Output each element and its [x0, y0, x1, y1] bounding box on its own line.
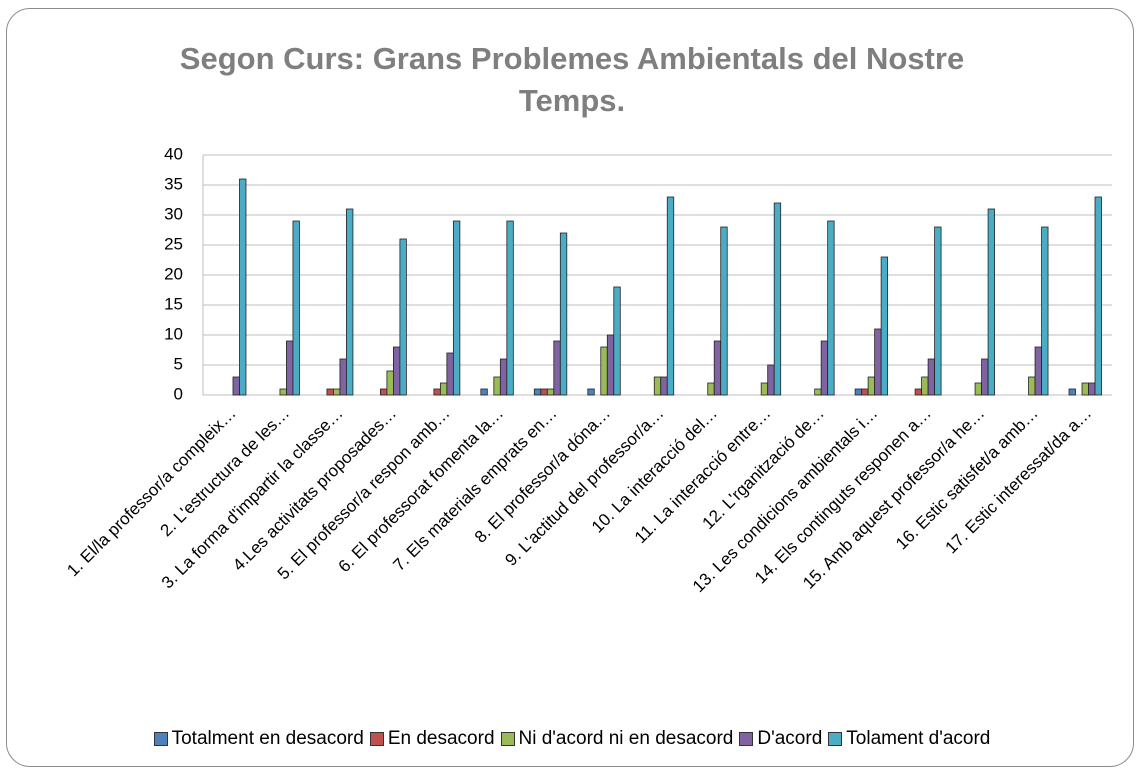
bar — [867, 376, 876, 396]
bar — [399, 238, 407, 396]
bar — [934, 226, 942, 396]
bar — [653, 376, 662, 396]
bar — [613, 286, 621, 396]
bar — [921, 376, 929, 396]
y-tick-label: 25 — [164, 234, 183, 253]
bar — [1088, 382, 1096, 396]
bar — [1068, 388, 1076, 396]
bar — [232, 376, 240, 396]
y-tick-label: 0 — [174, 384, 183, 403]
bar — [326, 388, 334, 396]
bar — [981, 358, 989, 396]
bar — [861, 388, 869, 396]
chart-frame — [6, 8, 1134, 767]
bar — [854, 388, 863, 396]
legend-item: Tolament d'acord — [828, 728, 990, 750]
y-tick-label: 40 — [164, 144, 183, 163]
legend-label: Ni d'acord ni en desacord — [518, 728, 734, 749]
bar — [914, 388, 923, 396]
y-tick-label: 35 — [164, 174, 183, 193]
bar — [707, 382, 715, 396]
bar — [540, 388, 548, 396]
bar — [439, 382, 448, 396]
legend-label: Tolament d'acord — [846, 728, 991, 749]
bar — [767, 364, 775, 396]
bar — [379, 388, 388, 396]
y-tick-label: 30 — [164, 204, 183, 223]
bar — [1094, 196, 1102, 396]
legend-item: En desacord — [369, 728, 495, 750]
legend-swatch — [739, 732, 754, 746]
bar — [446, 352, 454, 396]
bar — [553, 340, 561, 396]
bar — [480, 388, 488, 396]
bar — [292, 220, 300, 396]
y-tick-label: 20 — [164, 264, 183, 283]
bar — [660, 376, 668, 396]
bar — [773, 202, 782, 396]
legend-label: En desacord — [387, 728, 495, 749]
bar — [433, 388, 441, 396]
bar — [279, 388, 287, 396]
bar — [339, 358, 347, 396]
bar — [452, 220, 461, 396]
legend-item: Totalment en desacord — [153, 728, 364, 750]
legend-item: D'acord — [739, 728, 822, 750]
legend-label: Totalment en desacord — [171, 728, 364, 749]
bar — [927, 358, 936, 396]
bar — [666, 196, 675, 396]
y-tick-label: 15 — [164, 294, 183, 313]
bar — [493, 376, 501, 396]
bar — [587, 388, 595, 396]
bar — [1081, 382, 1089, 396]
bar — [720, 226, 728, 396]
bar — [600, 346, 608, 396]
legend-swatch — [500, 732, 515, 746]
bar — [346, 208, 354, 396]
bar — [820, 340, 829, 396]
y-tick-label: 5 — [174, 354, 183, 373]
bar — [239, 178, 247, 396]
bar — [827, 220, 835, 396]
legend-swatch — [828, 732, 843, 746]
legend-item: Ni d'acord ni en desacord — [500, 728, 734, 750]
legend-label: D'acord — [757, 728, 823, 749]
bar — [392, 346, 401, 396]
bar — [386, 370, 394, 396]
bar — [606, 334, 615, 396]
bar — [286, 340, 294, 396]
bar — [974, 382, 982, 396]
bar — [506, 220, 514, 396]
bar — [1034, 346, 1042, 396]
bar — [546, 388, 555, 396]
legend-swatch — [153, 732, 168, 746]
bar — [333, 388, 341, 396]
bar — [499, 358, 508, 396]
bar — [533, 388, 542, 396]
bar — [713, 340, 722, 396]
legend-swatch — [369, 732, 384, 746]
y-tick-label: 10 — [164, 324, 183, 343]
bar — [874, 328, 882, 396]
bar — [880, 256, 889, 396]
bar — [1041, 226, 1049, 396]
bar — [987, 208, 995, 396]
chart-title: Segon Curs: Grans Problemes Ambientals d… — [179, 41, 965, 118]
bar — [760, 382, 769, 396]
legend: Totalment en desacord En desacord Ni d'aco… — [0, 728, 1144, 750]
bar — [814, 388, 822, 396]
bar — [559, 232, 568, 396]
bar — [1028, 376, 1036, 396]
